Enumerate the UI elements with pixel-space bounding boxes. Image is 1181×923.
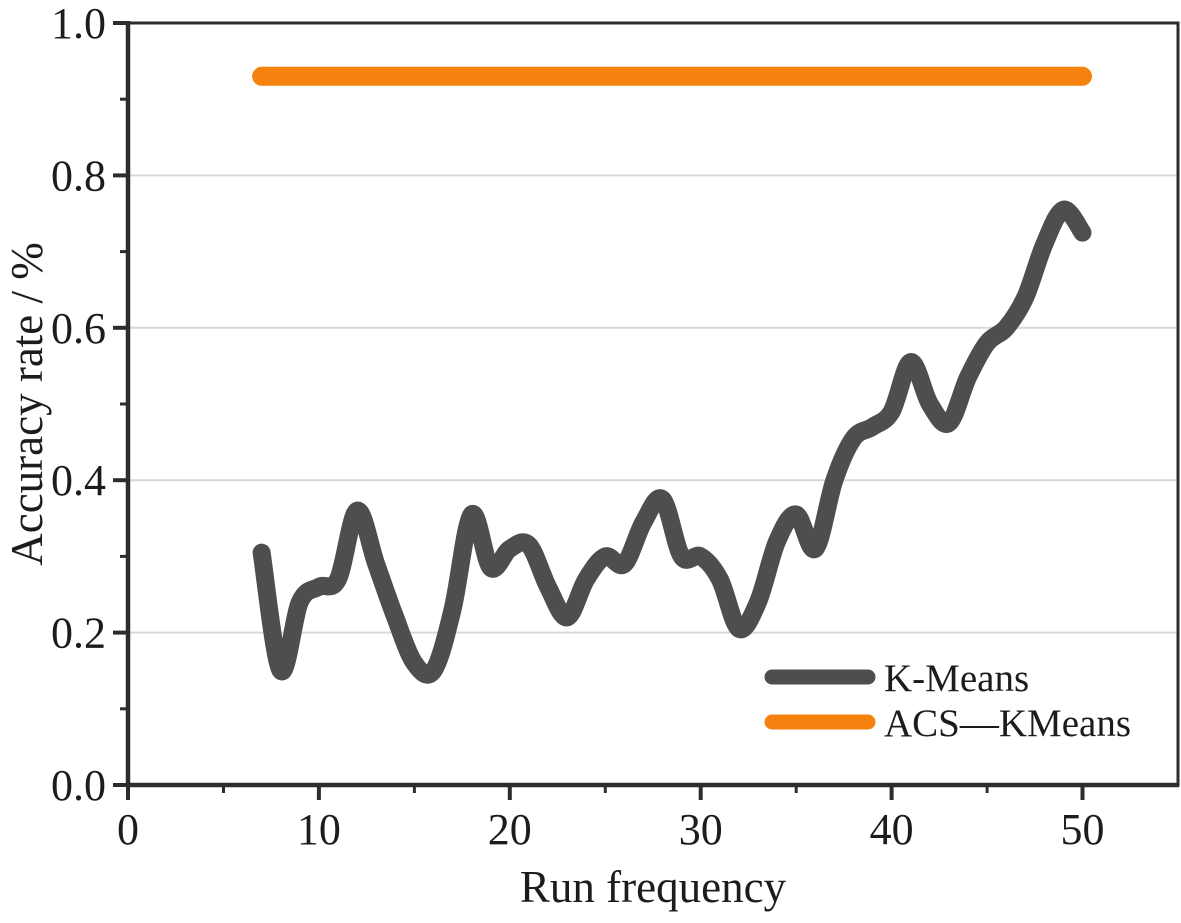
y-tick-label: 0.0 [51,761,106,810]
x-tick-label: 0 [117,805,139,854]
x-tick-label: 30 [679,805,723,854]
x-tick-label: 50 [1061,805,1105,854]
y-tick-label: 0.8 [51,151,106,200]
legend-kmeans-label: K-Means [884,657,1029,700]
x-tick-label: 40 [870,805,914,854]
y-tick-label: 0.4 [51,456,106,505]
x-tick-label: 10 [297,805,341,854]
y-tick-label: 1.0 [51,0,106,48]
legend-acs-label: ACS—KMeans [884,702,1131,745]
legend: K-Means ACS—KMeans [764,657,1131,745]
tick-labels: 0 10 20 30 40 50 0.0 0.2 0.4 0.6 0.8 1.0 [51,0,1105,854]
y-tick-label: 0.2 [51,609,106,658]
x-axis-title: Run frequency [520,862,787,912]
y-tick-label: 0.6 [51,304,106,353]
axis-ticks [113,21,1085,800]
x-tick-label: 20 [488,805,532,854]
kmeans-line [252,200,1092,684]
y-axis-title: Accuracy rate / % [2,242,52,566]
gridlines [128,174,1178,634]
